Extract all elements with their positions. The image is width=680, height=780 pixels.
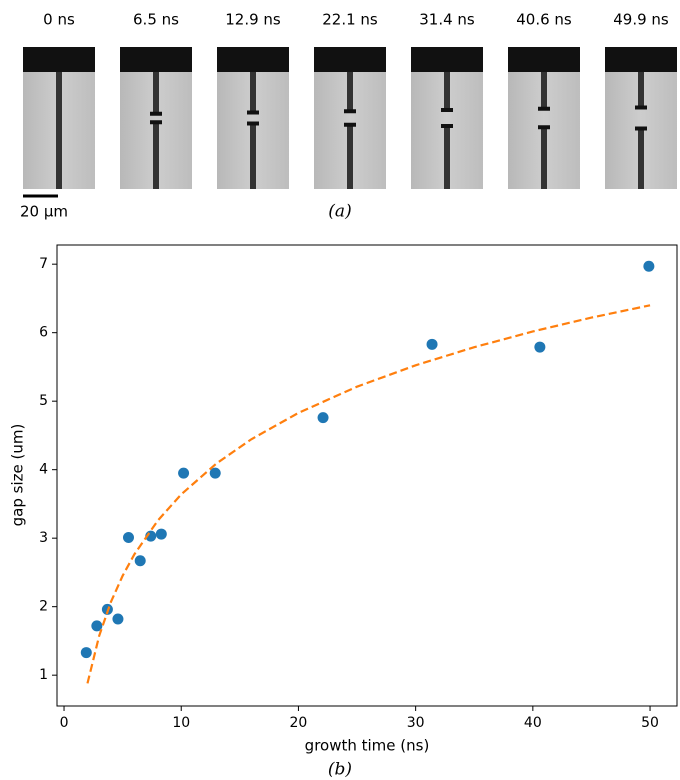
fiber-end (441, 108, 453, 112)
panel-label: 31.4 ns (419, 11, 475, 29)
y-axis-label: gap size (um) (9, 424, 27, 527)
fiber-end (247, 110, 259, 115)
fiber (541, 126, 547, 189)
data-point (112, 613, 124, 625)
panel-label: 12.9 ns (225, 11, 281, 29)
fiber-end (635, 105, 647, 110)
micrograph-top (411, 47, 483, 72)
micrograph-top (605, 47, 677, 72)
data-point (155, 528, 167, 540)
fiber (444, 72, 450, 111)
fiber (153, 121, 159, 189)
fiber (347, 72, 353, 113)
data-point (178, 467, 190, 479)
fiber (153, 72, 159, 115)
panel-label: 6.5 ns (133, 11, 179, 29)
y-tick-label: 5 (39, 393, 48, 409)
x-tick-label: 20 (290, 715, 308, 731)
y-tick-label: 7 (39, 256, 48, 272)
scale-bar-label: 20 µm (20, 203, 68, 221)
micrograph-top (23, 47, 95, 72)
fiber (444, 125, 450, 189)
fit-line (86, 304, 651, 684)
x-tick-label: 50 (641, 715, 659, 731)
y-tick-label: 6 (39, 325, 48, 341)
y-tick-label: 3 (39, 530, 48, 546)
panel-label: 49.9 ns (613, 11, 669, 29)
data-point (134, 555, 146, 567)
x-tick-label: 30 (407, 715, 425, 731)
fiber-end (344, 109, 356, 114)
data-point (91, 620, 103, 632)
data-point (534, 341, 546, 353)
micrograph-top (508, 47, 580, 72)
caption-b: (b) (328, 760, 352, 780)
fiber-end (150, 120, 162, 125)
fiber-end (635, 126, 647, 131)
panel-label: 22.1 ns (322, 11, 378, 29)
fiber (638, 127, 644, 189)
x-tick-label: 0 (60, 715, 69, 731)
data-point (122, 531, 134, 543)
data-point (317, 412, 329, 424)
x-tick-label: 40 (524, 715, 542, 731)
fiber (250, 72, 256, 114)
fiber-end (344, 122, 356, 127)
fiber (541, 72, 547, 110)
fiber-end (150, 111, 162, 116)
data-point (426, 338, 438, 350)
micrograph-top (314, 47, 386, 72)
plot-frame (56, 244, 678, 707)
fiber-end (247, 121, 259, 126)
caption-a: (a) (328, 202, 351, 222)
fiber (638, 72, 644, 109)
fiber-end (441, 124, 453, 128)
x-axis-label: growth time (ns) (305, 737, 430, 755)
fiber-end (538, 125, 550, 130)
panel-label: 40.6 ns (516, 11, 572, 29)
y-tick-label: 2 (39, 599, 48, 615)
fiber (56, 72, 62, 189)
micrograph-top (120, 47, 192, 72)
data-point (209, 467, 221, 479)
data-point (80, 647, 92, 659)
y-tick-label: 4 (39, 462, 48, 478)
fiber (250, 122, 256, 189)
data-point (643, 260, 655, 272)
fiber (347, 123, 353, 189)
panel-label: 0 ns (43, 11, 75, 29)
y-tick-label: 1 (39, 667, 48, 683)
x-tick-label: 10 (172, 715, 190, 731)
fiber-end (538, 106, 550, 111)
micrograph-top (217, 47, 289, 72)
